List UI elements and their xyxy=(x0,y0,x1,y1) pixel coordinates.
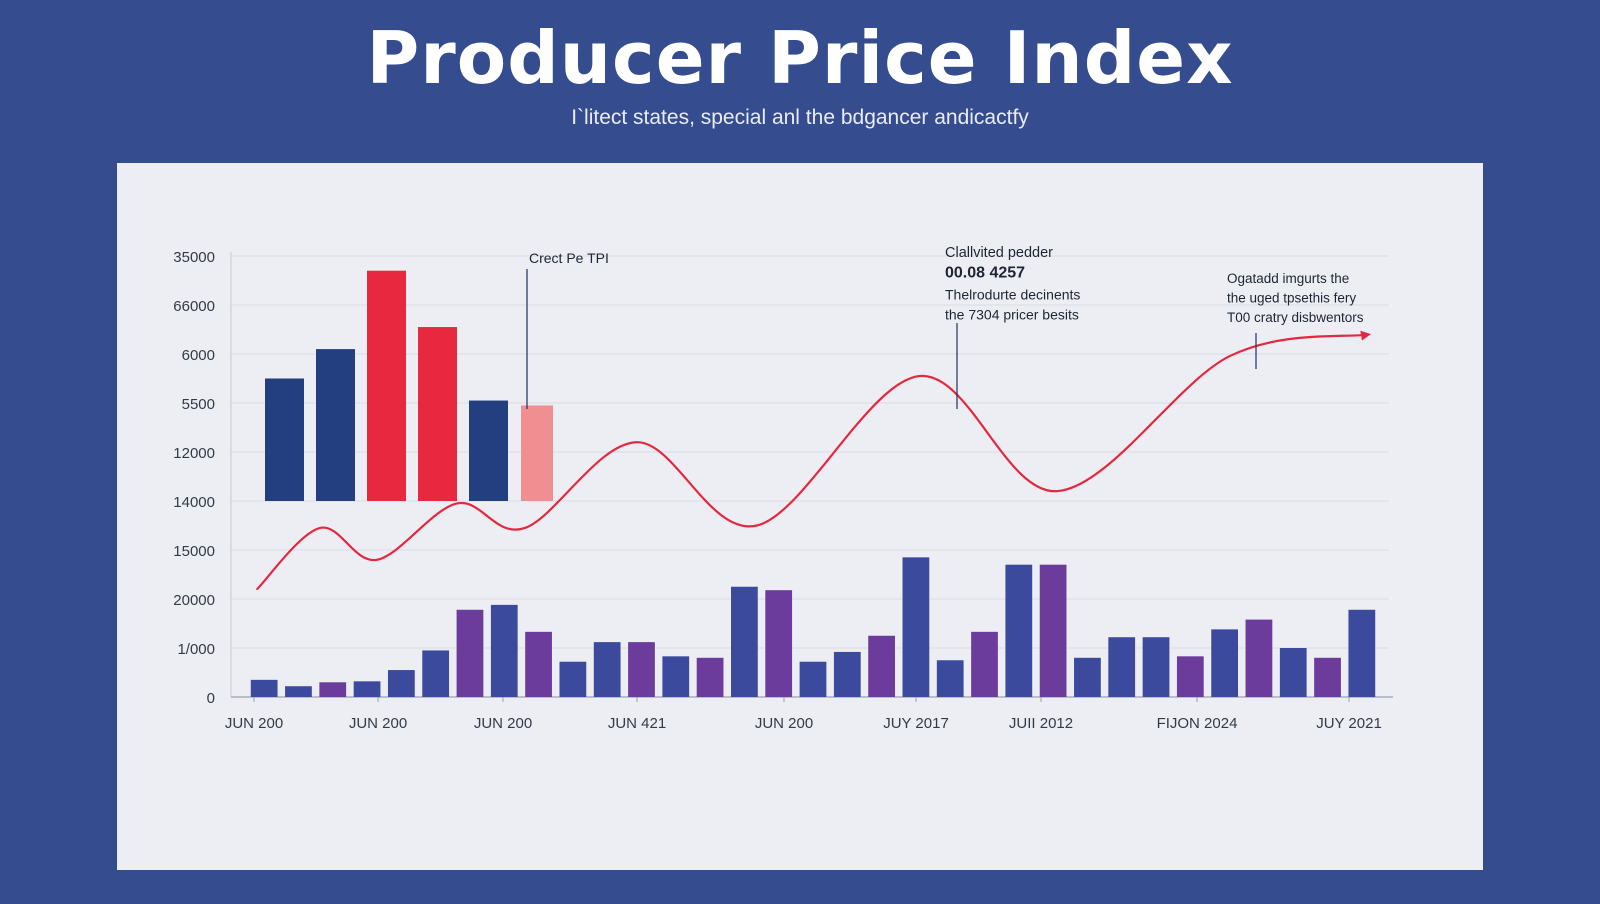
annotation: Clallvited pedder 00.08 4257 Thelrodurte d… xyxy=(945,245,1080,409)
bottom-bar xyxy=(696,657,724,697)
y-tick-label: 15000 xyxy=(173,543,215,560)
x-tick-label: JUN 200 xyxy=(225,715,283,732)
bottom-bar xyxy=(387,670,415,697)
bottom-bar xyxy=(456,609,484,697)
bottom-bars xyxy=(250,557,1376,697)
trend-line-point xyxy=(918,375,920,377)
bottom-bar xyxy=(422,650,450,697)
bottom-bar xyxy=(490,604,518,697)
bottom-bar xyxy=(593,642,621,697)
bottom-bar xyxy=(1279,648,1307,697)
annotation: Ogatadd imgurts the the uged tpsethis fer… xyxy=(1227,271,1364,369)
annotation-text: Ogatadd imgurts the xyxy=(1227,271,1349,286)
bottom-bar xyxy=(662,656,690,697)
annotation: Crect Pe TPI xyxy=(526,250,609,409)
bottom-bar xyxy=(765,590,793,697)
trend-line-point xyxy=(1056,490,1058,493)
x-tick-label: JUY 2021 xyxy=(1316,715,1382,732)
annotation-text: Thelrodurte decinents xyxy=(945,287,1080,303)
top-bar xyxy=(469,400,508,501)
x-tick-label: JUII 2012 xyxy=(1009,715,1073,732)
trend-line-point xyxy=(256,588,258,590)
trend-line-point xyxy=(1368,333,1370,336)
bottom-bar xyxy=(936,660,964,697)
bottom-bar xyxy=(1074,657,1101,697)
y-tick-label: 1/000 xyxy=(177,641,215,658)
top-bar xyxy=(521,405,553,501)
chart-subtitle: I`litect states, special anl the bdgance… xyxy=(571,106,1029,129)
bottom-bar xyxy=(525,631,552,697)
annotation-text: 00.08 4257 xyxy=(945,265,1025,282)
bottom-bar xyxy=(1039,564,1067,697)
x-tick-label: JUN 200 xyxy=(349,715,407,732)
trend-line-point xyxy=(636,441,638,444)
x-tick-label: JUY 2017 xyxy=(883,715,949,732)
top-bar xyxy=(265,378,304,501)
x-tick-label: JUN 421 xyxy=(608,715,666,732)
x-tick-label: JUN 200 xyxy=(755,715,813,732)
x-axis-ticks: JUN 200 JUN 200 JUN 200 JUN 421 JUN 200 JUY 2… xyxy=(225,697,1382,732)
trend-line-point xyxy=(456,502,458,505)
x-tick-label: FIJON 2024 xyxy=(1157,715,1238,732)
chart-title: Producer Price Index xyxy=(366,16,1234,100)
bottom-bar xyxy=(1108,637,1136,697)
bottom-bar xyxy=(319,682,347,697)
top-bars xyxy=(265,270,553,501)
bottom-bar xyxy=(868,635,895,697)
bottom-bar xyxy=(799,661,827,697)
y-tick-label: 20000 xyxy=(173,592,215,609)
x-tick-label: JUN 200 xyxy=(474,715,532,732)
bottom-bar xyxy=(902,557,930,697)
trend-line-point xyxy=(756,524,758,527)
top-bar xyxy=(367,270,406,501)
annotation-text: the uged tpsethis fery xyxy=(1227,291,1356,306)
y-tick-label: 12000 xyxy=(173,445,215,462)
y-axis-ticks: 0 1/000 20000 15000 14000 12000 5500 6000 66000 3… xyxy=(173,249,215,707)
bottom-bar xyxy=(731,586,758,697)
bottom-bar xyxy=(285,686,312,697)
trend-line-point xyxy=(319,527,321,529)
annotations: Crect Pe TPI Clallvited pedder 00.08 4257 T… xyxy=(526,245,1364,409)
bottom-bar xyxy=(250,679,278,697)
bottom-bar xyxy=(1314,657,1341,697)
chart-svg: 0 1/000 20000 15000 14000 12000 5500 6000 66000 3… xyxy=(173,245,1393,732)
bottom-bar xyxy=(353,681,381,697)
bottom-bar xyxy=(1348,609,1376,697)
y-tick-label: 14000 xyxy=(173,494,215,511)
annotation-text: T00 cratry disbwentors xyxy=(1227,310,1364,325)
bottom-bar xyxy=(1142,637,1170,697)
y-tick-label: 66000 xyxy=(173,298,215,315)
annotation-text: Crect Pe TPI xyxy=(529,250,609,266)
chart-panel: 0 1/000 20000 15000 14000 12000 5500 6000 66000 3… xyxy=(117,163,1483,870)
trend-line-point xyxy=(1228,355,1230,358)
bottom-bar xyxy=(1245,619,1273,697)
y-tick-label: 5500 xyxy=(182,396,215,413)
bottom-bar xyxy=(1005,564,1033,697)
trend-line-point xyxy=(524,527,526,529)
trend-line-point xyxy=(376,559,378,561)
bottom-bar xyxy=(1211,629,1239,697)
top-bar xyxy=(316,349,355,501)
trend-line xyxy=(256,330,1371,590)
y-tick-label: 0 xyxy=(207,690,215,707)
annotation-text: the 7304 pricer besits xyxy=(945,307,1079,323)
top-bar xyxy=(418,327,457,501)
y-tick-label: 35000 xyxy=(173,249,215,266)
bottom-bar xyxy=(559,661,587,697)
bottom-bar xyxy=(971,631,998,697)
bottom-bar xyxy=(628,642,655,697)
y-tick-label: 6000 xyxy=(182,347,215,364)
bottom-bar xyxy=(833,651,861,697)
bottom-bar xyxy=(1176,656,1204,697)
annotation-text: Clallvited pedder xyxy=(945,245,1053,261)
